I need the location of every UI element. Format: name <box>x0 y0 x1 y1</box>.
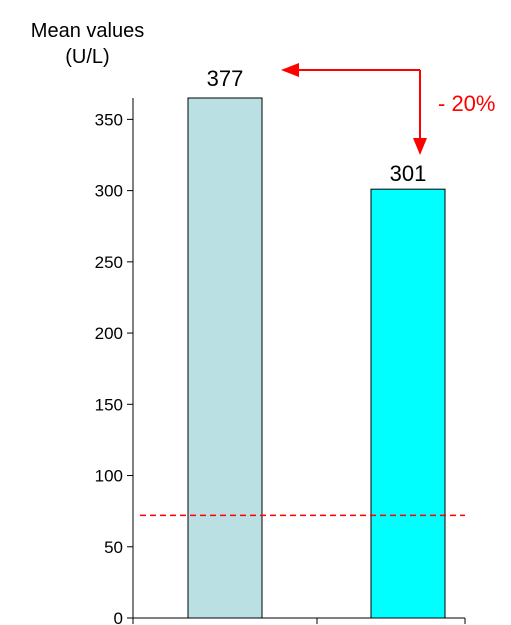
y-tick-label-0: 0 <box>114 609 123 625</box>
y-tick-label-250: 250 <box>95 253 123 272</box>
data-label-1: 377 <box>207 66 244 91</box>
y-tick-label-200: 200 <box>95 324 123 343</box>
y-axis-label: Mean values (U/L) <box>0 18 175 70</box>
data-label-2: 301 <box>390 161 427 186</box>
bar-1 <box>187 97 263 619</box>
annotation-percent-change: - 20% <box>438 91 495 116</box>
arrow-head-left <box>281 63 299 77</box>
y-tick-label-350: 350 <box>95 110 123 129</box>
y-tick-label-50: 50 <box>104 538 123 557</box>
y-axis-label-line2: (U/L) <box>65 46 110 68</box>
y-tick-label-150: 150 <box>95 395 123 414</box>
y-tick-label-100: 100 <box>95 467 123 486</box>
arrow-head-down <box>413 138 427 155</box>
y-tick-label-300: 300 <box>95 182 123 201</box>
bar-2 <box>370 188 446 619</box>
y-axis-label-line1: Mean values <box>30 20 145 42</box>
